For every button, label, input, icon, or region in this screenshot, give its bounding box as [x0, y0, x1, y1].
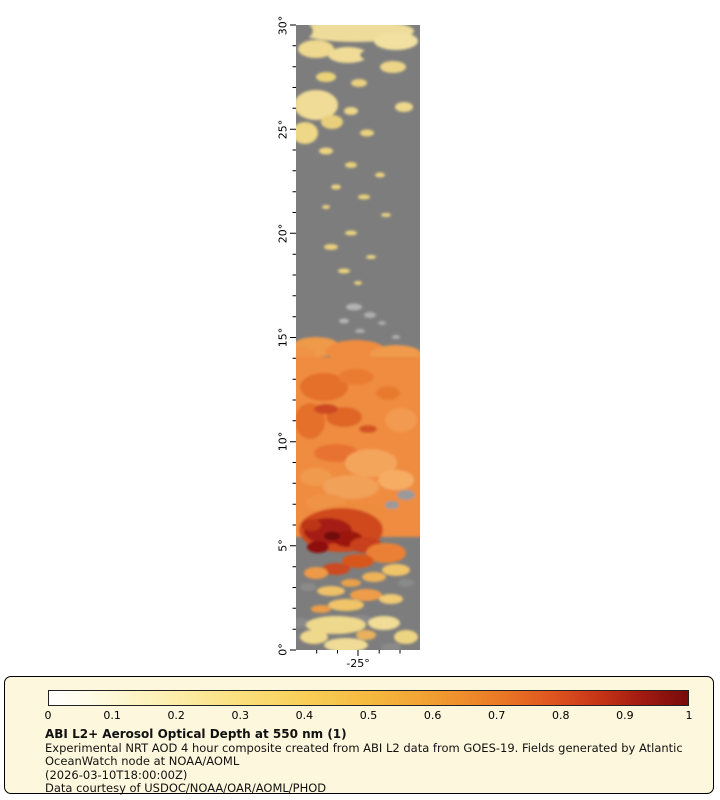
colorbar-tick-label: 0.5	[359, 709, 378, 722]
legend-credit: Data courtesy of USDOC/NOAA/OAR/AOML/PHO…	[45, 780, 327, 795]
y-tick-label-20: 20°	[276, 223, 290, 244]
legend-panel: 0 0.1 0.2 0.3 0.4 0.5 0.6 0.7 0.8 0.9 1 …	[4, 676, 714, 795]
y-tick-label-30: 30°	[276, 15, 290, 36]
legend-text-block: ABI L2+ Aerosol Optical Depth at 550 nm …	[45, 727, 683, 795]
colorbar-tick-label: 0.1	[103, 709, 121, 722]
colorbar-tick-label: 0.4	[295, 709, 314, 722]
y-tick-label-0: 0°	[276, 643, 290, 656]
legend-timestamp: (2026-03-10T18:00:00Z)	[45, 767, 188, 782]
y-tick-label-25: 25°	[276, 119, 290, 140]
y-tick-label-15: 15°	[276, 327, 290, 348]
aod-map-raster	[296, 25, 420, 650]
y-tick-label-5: 5°	[276, 539, 290, 552]
y-tick-label-10: 10°	[276, 431, 290, 452]
legend-description-line1: Experimental NRT AOD 4 hour composite cr…	[45, 741, 683, 756]
legend-description-line2: OceanWatch node at NOAA/AOML	[45, 754, 240, 769]
colorbar-tick-label: 0	[44, 709, 52, 722]
colorbar-tick-label: 1	[685, 709, 693, 722]
colorbar-tick-row: 0 0.1 0.2 0.3 0.4 0.5 0.6 0.7 0.8 0.9 1	[44, 709, 693, 723]
colorbar-tick-label: 0.7	[487, 709, 506, 722]
colorbar-tick-label: 0.8	[552, 709, 570, 722]
colorbar-tick-label: 0.6	[423, 709, 442, 722]
x-tick-label: -25°	[346, 657, 370, 670]
colorbar-tick-label: 0.9	[616, 709, 634, 722]
colorbar-tick-label: 0.3	[231, 709, 250, 722]
colorbar-tick-label: 0.2	[167, 709, 185, 722]
legend-title: ABI L2+ Aerosol Optical Depth at 550 nm …	[45, 727, 347, 741]
colorbar-gradient	[48, 690, 689, 706]
